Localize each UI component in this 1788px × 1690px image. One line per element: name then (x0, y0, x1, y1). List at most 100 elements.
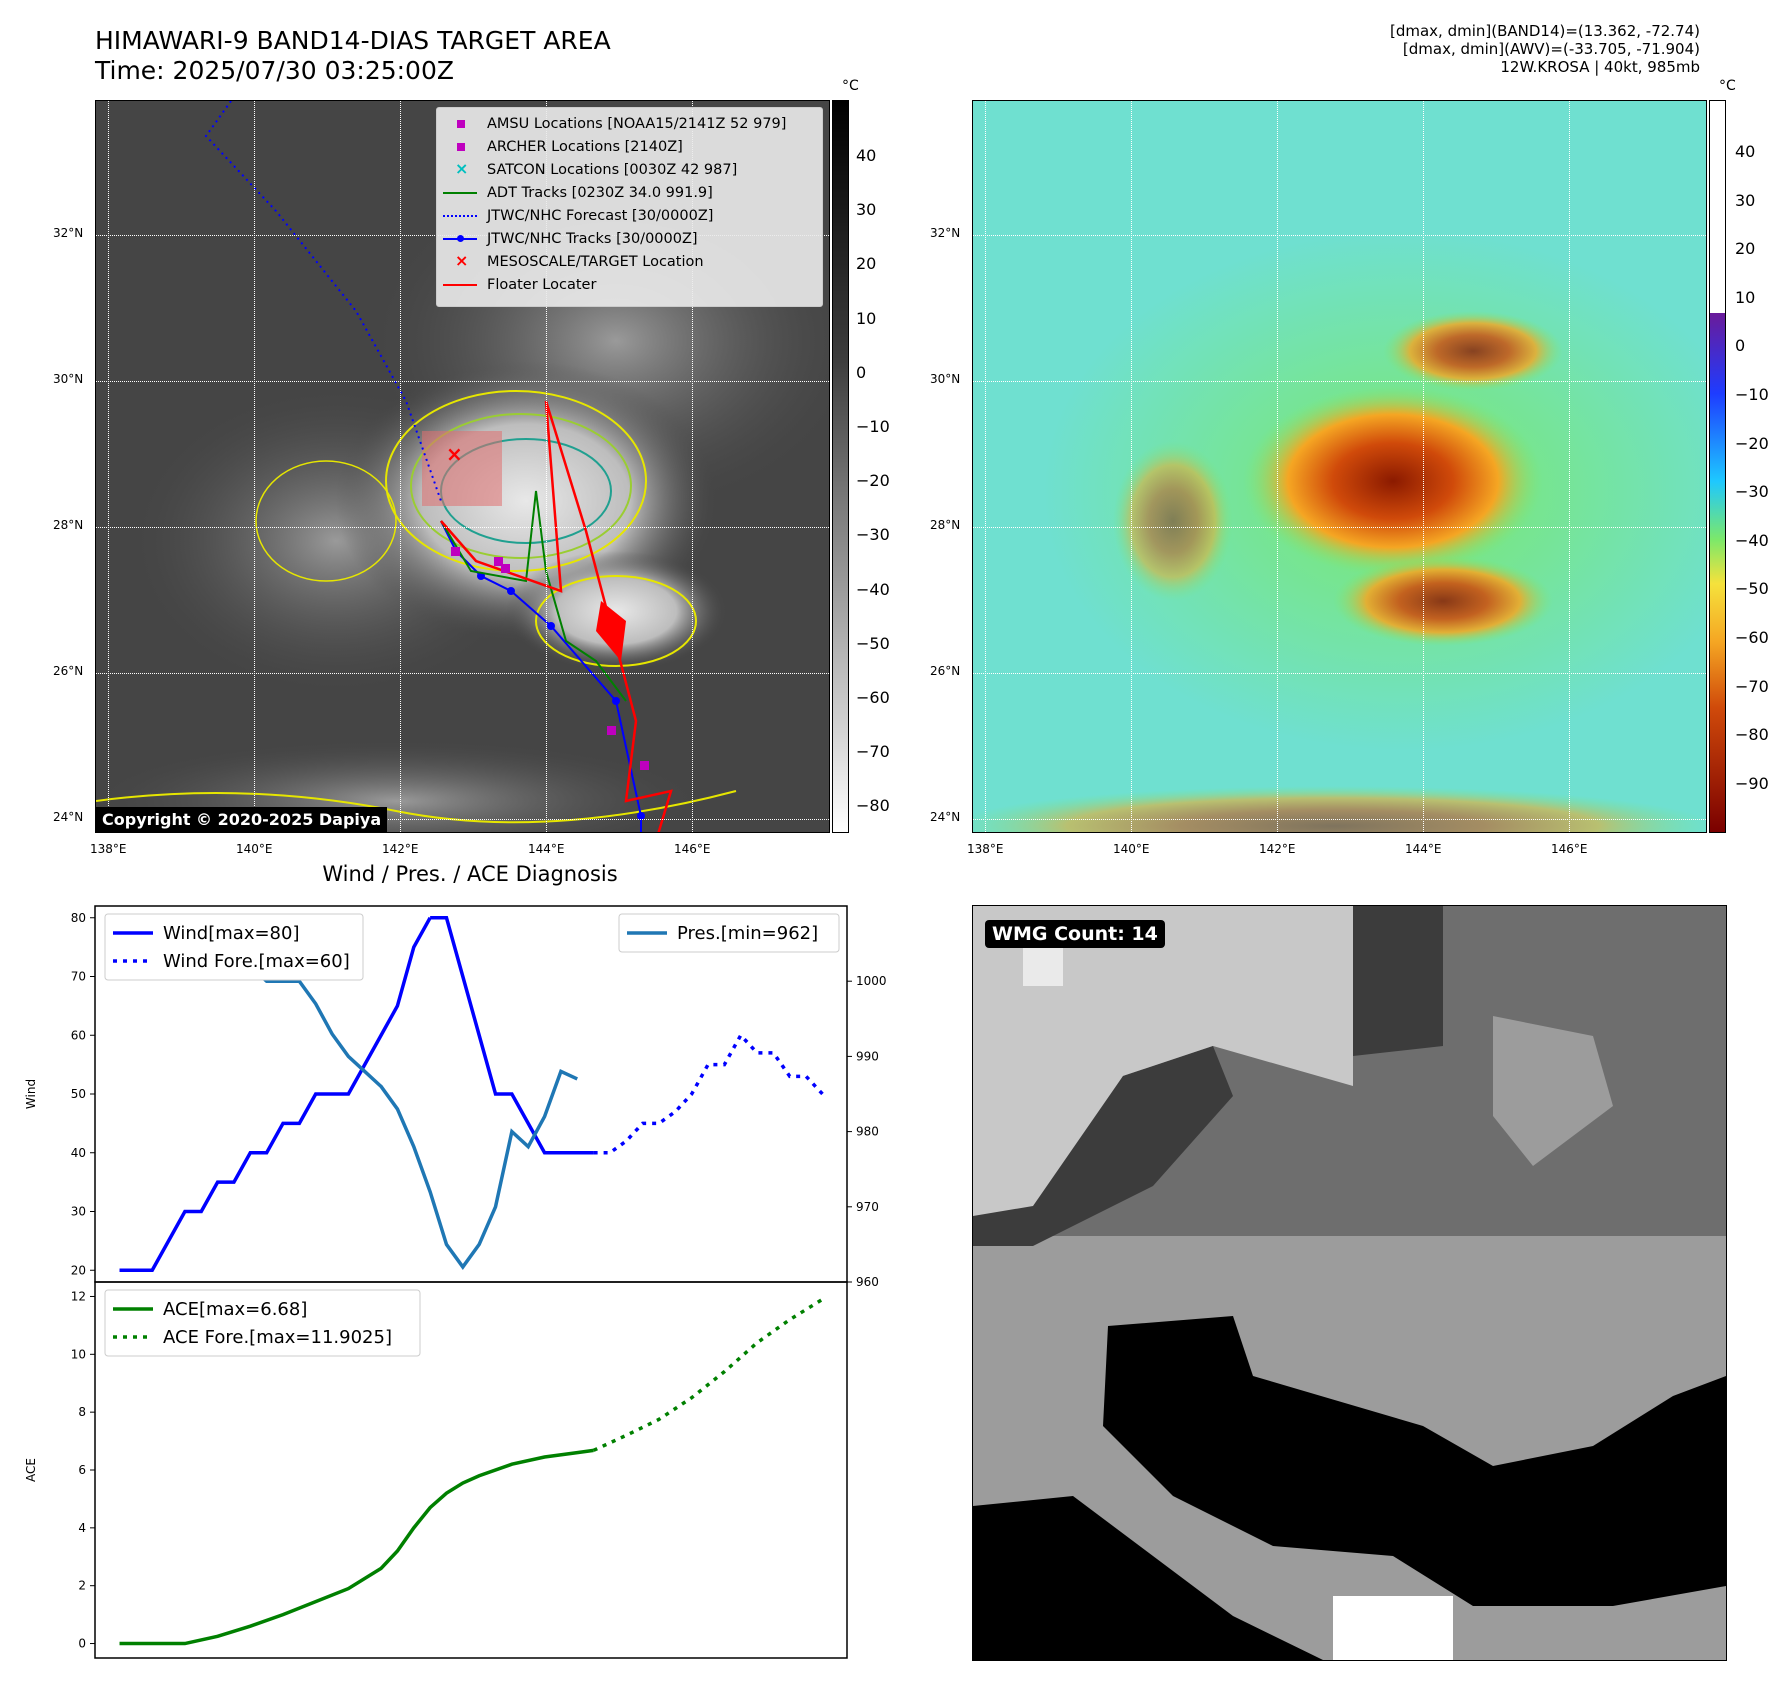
legend-label: JTWC/NHC Tracks [30/0000Z] (487, 231, 698, 247)
lat-label: 24°N (53, 810, 84, 824)
ace-line (119, 1448, 594, 1646)
gridline-lat (96, 527, 829, 528)
colorbar-tick: −90 (1735, 773, 1769, 793)
colorbar-tick: −20 (1735, 433, 1769, 453)
gridline-lat (973, 673, 1706, 674)
ace-axis-label: ACE (24, 1458, 38, 1482)
colorbar-left (832, 100, 849, 833)
title-line-2: Time: 2025/07/30 03:25:00Z (95, 56, 454, 85)
lat-label: 24°N (930, 810, 961, 824)
awv-map-panel (972, 100, 1707, 833)
legend-swatch: × (455, 251, 469, 270)
legend-entry: AMSU Locations [NOAA15/2141Z 52 979] (443, 114, 786, 134)
wind-tick-label: 70 (71, 970, 86, 984)
legend-swatch (443, 278, 479, 292)
wind-line (119, 916, 432, 1272)
wind-line (593, 1032, 824, 1155)
gridline-lon (1423, 101, 1424, 832)
colorbar-tick: −80 (856, 796, 890, 816)
wind-tick-label: 20 (71, 1263, 86, 1277)
pressure-tick-label: 960 (856, 1275, 879, 1289)
colorbar-tick: −60 (1735, 628, 1769, 647)
wmg-white-patch (1023, 936, 1063, 986)
contour-band-west (255, 460, 397, 582)
cold-core (1243, 386, 1543, 576)
legend-swatch (443, 232, 479, 246)
lat-label: 26°N (930, 664, 961, 678)
wind-tick-label: 40 (71, 1146, 86, 1160)
legend-entry: ARCHER Locations [2140Z] (443, 137, 683, 157)
band-west (1113, 441, 1233, 601)
colorbar-tick: −30 (1735, 482, 1769, 502)
legend-label: JTWC/NHC Forecast [30/0000Z] (487, 208, 714, 224)
wind-tick-label: 50 (71, 1087, 86, 1101)
adt-track (440, 490, 627, 702)
colorbar-tick: 30 (856, 200, 877, 220)
ace-tick-label: 2 (78, 1579, 86, 1593)
lat-label: 30°N (930, 372, 961, 386)
gridline-lon (546, 101, 547, 832)
legend-swatch (443, 209, 479, 223)
awv-map-svg (973, 101, 1706, 832)
colorbar-tick: 0 (1735, 336, 1746, 356)
lat-label: 32°N (53, 226, 84, 240)
pressure-tick-label: 990 (856, 1049, 879, 1063)
colorbar-tick: −30 (856, 525, 890, 545)
gridline-lat (973, 819, 1706, 820)
colorbar-tick: −40 (856, 579, 890, 599)
ace-legend (104, 1289, 421, 1357)
legend-label: Wind[max=80] (163, 923, 300, 944)
colorbar-tick: −10 (1735, 385, 1769, 404)
band-north (1383, 311, 1563, 391)
band-bottom (973, 786, 1706, 832)
band-south (1333, 556, 1553, 646)
colorbar-right (1709, 100, 1726, 833)
lon-label: 140°E (236, 842, 273, 856)
colorbar-tick: 40 (856, 146, 877, 165)
lon-label: 146°E (1551, 842, 1588, 856)
diagnosis-chart: 807060504030201000990980970960121086420W… (24, 905, 887, 1659)
legend-label: ACE[max=6.68] (163, 1299, 307, 1320)
lat-label: 32°N (930, 226, 961, 240)
contour-green (410, 413, 632, 559)
ir-map-panel: × AMSU Locations [NOAA15/2141Z 52 979] AR… (95, 100, 830, 833)
wmg-black-region-1 (1103, 1316, 1726, 1606)
legend-swatch: × (455, 159, 469, 178)
legend-label: Floater Locater (487, 277, 597, 293)
contour-bottom (96, 790, 737, 824)
colorbar-tick: 0 (856, 362, 867, 382)
lon-label: 140°E (1113, 842, 1150, 856)
legend-entry: JTWC/NHC Forecast [30/0000Z] (443, 206, 713, 226)
wind-line (430, 916, 594, 1155)
title-line-1: HIMAWARI-9 BAND14-DIAS TARGET AREA (95, 26, 611, 55)
ace-line (592, 1297, 824, 1452)
lat-label: 30°N (53, 372, 84, 386)
target-x-marker: × (446, 442, 463, 466)
map-gridlines (96, 101, 829, 832)
ace-tick-label: 6 (78, 1463, 86, 1477)
legend-swatch (443, 186, 479, 200)
pressure-tick-label: 980 (856, 1125, 879, 1139)
lon-label: 144°E (528, 842, 565, 856)
colorbar-tick: −10 (856, 417, 890, 436)
colorbar-tick: 20 (1735, 239, 1756, 259)
wmg-panel: WMG Count: 14 (972, 905, 1727, 1661)
lon-label: 146°E (674, 842, 711, 856)
copyright-label: Copyright © 2020-2025 Dapiya (96, 807, 388, 832)
wind-tick-label: 30 (71, 1205, 86, 1219)
wmg-svg (973, 906, 1726, 1660)
colorbar-right-unit: °C (1719, 78, 1736, 94)
info-line-1: [dmax, dmin](BAND14)=(13.362, -72.74) (1389, 22, 1700, 40)
amsu-archer-points (451, 547, 649, 770)
gridline-lat (96, 673, 829, 674)
figure-title: HIMAWARI-9 BAND14-DIAS TARGET AREA Time:… (95, 26, 611, 86)
gridline-lon (1277, 101, 1278, 832)
pressure-tick-label: 970 (856, 1200, 879, 1214)
mesoscale-box (422, 431, 502, 506)
gridline-lat (96, 819, 829, 820)
colorbar-tick: −50 (1735, 579, 1769, 599)
legend-entry: × SATCON Locations [0030Z 42 987] (443, 159, 737, 180)
legend-entry: Floater Locater (443, 275, 596, 295)
legend-label: ADT Tracks [0230Z 34.0 991.9] (487, 185, 713, 201)
gridline-lon (692, 101, 693, 832)
